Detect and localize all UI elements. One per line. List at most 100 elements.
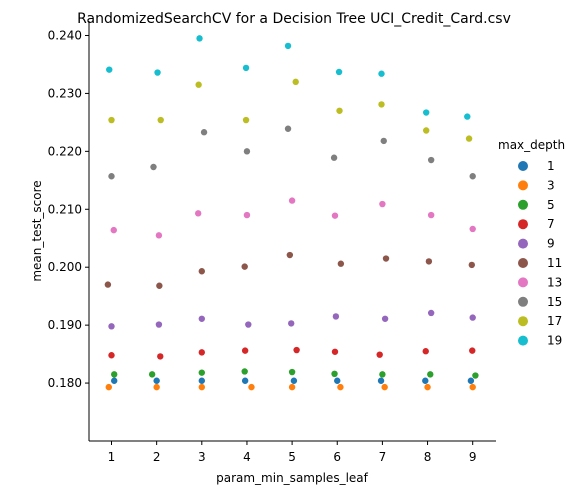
data-point-depth-17 xyxy=(157,116,164,124)
data-point-depth-17 xyxy=(108,116,115,124)
x-tick-label: 8 xyxy=(424,450,432,464)
data-point-depth-19 xyxy=(335,68,343,76)
legend-label-11: 11 xyxy=(547,256,562,270)
data-point-depth-1 xyxy=(111,377,118,384)
data-point-depth-15 xyxy=(380,137,387,145)
data-point-depth-1 xyxy=(377,377,385,384)
x-tick-label: 7 xyxy=(379,450,387,464)
data-point-depth-17 xyxy=(336,107,343,114)
data-point-depth-3 xyxy=(105,383,112,391)
data-point-depth-3 xyxy=(424,383,431,391)
data-point-depth-19 xyxy=(284,42,292,50)
data-point-depth-17 xyxy=(292,78,299,86)
legend-marker-3 xyxy=(518,180,528,191)
data-point-depth-9 xyxy=(108,323,115,330)
data-point-depth-7 xyxy=(157,353,164,360)
legend-label-7: 7 xyxy=(547,217,555,231)
data-point-depth-5 xyxy=(427,371,434,378)
x-tick-label: 9 xyxy=(469,450,477,464)
data-point-depth-15 xyxy=(284,125,292,132)
data-point-depth-17 xyxy=(195,81,202,88)
legend-marker-19 xyxy=(518,335,528,346)
x-tick-label: 3 xyxy=(198,450,206,464)
data-point-depth-13 xyxy=(243,211,251,219)
data-point-depth-19 xyxy=(242,64,250,72)
data-point-depth-3 xyxy=(198,383,205,391)
legend-label-19: 19 xyxy=(547,334,562,348)
data-point-depth-5 xyxy=(198,369,205,376)
data-point-depth-7 xyxy=(293,346,300,354)
data-point-depth-19 xyxy=(378,70,385,77)
data-point-depth-9 xyxy=(245,321,252,328)
data-point-depth-15 xyxy=(200,129,208,136)
data-point-depth-15 xyxy=(243,148,251,155)
x-tick-label: 5 xyxy=(288,450,296,464)
data-point-depth-19 xyxy=(154,69,161,76)
data-point-depth-7 xyxy=(469,347,476,354)
x-axis-ticks: 1 2 3 4 5 6 7 8 9 xyxy=(108,441,477,464)
data-point-depth-1 xyxy=(241,377,249,384)
plot-area xyxy=(104,35,479,391)
chart-title: RandomizedSearchCV for a Decision Tree U… xyxy=(77,11,511,27)
data-point-depth-1 xyxy=(334,377,341,384)
data-point-depth-1 xyxy=(198,377,205,384)
data-point-depth-9 xyxy=(332,313,340,320)
data-point-depth-17 xyxy=(423,127,430,134)
data-point-depth-5 xyxy=(379,371,386,378)
x-tick-label: 4 xyxy=(243,450,251,464)
data-point-depth-9 xyxy=(288,320,295,327)
data-point-depth-11 xyxy=(198,268,205,275)
data-point-depth-3 xyxy=(288,383,296,391)
data-point-depth-19 xyxy=(423,109,430,116)
data-point-depth-15 xyxy=(469,173,476,180)
data-point-depth-13 xyxy=(427,211,435,219)
data-point-depth-13 xyxy=(331,212,339,219)
data-point-depth-17 xyxy=(465,135,473,142)
data-point-depth-7 xyxy=(422,348,429,355)
y-axis-ticks: 0.180 0.190 0.200 0.210 0.220 0.230 0.240 xyxy=(48,28,89,390)
data-point-depth-11 xyxy=(286,251,294,259)
data-point-depth-7 xyxy=(241,347,249,354)
data-point-depth-3 xyxy=(337,383,344,391)
legend-marker-15 xyxy=(518,296,528,307)
y-tick-label: 0.180 xyxy=(48,376,82,390)
legend-label-13: 13 xyxy=(547,275,562,289)
data-point-depth-15 xyxy=(427,156,435,164)
data-point-depth-19 xyxy=(196,35,203,42)
data-point-depth-11 xyxy=(382,255,390,262)
data-point-depth-9 xyxy=(427,309,435,317)
data-point-depth-17 xyxy=(378,101,385,108)
data-point-depth-19 xyxy=(106,66,113,73)
y-tick-label: 0.200 xyxy=(48,260,82,274)
legend-label-1: 1 xyxy=(547,159,555,173)
legend-label-17: 17 xyxy=(547,314,562,328)
y-tick-label: 0.230 xyxy=(48,86,82,100)
data-point-depth-19 xyxy=(464,113,471,120)
x-tick-label: 1 xyxy=(108,450,116,464)
data-point-depth-11 xyxy=(156,282,163,289)
legend-label-15: 15 xyxy=(547,295,562,309)
data-point-depth-9 xyxy=(469,314,476,321)
legend-label-5: 5 xyxy=(547,198,555,212)
data-point-depth-7 xyxy=(108,352,115,359)
y-tick-label: 0.220 xyxy=(48,144,82,158)
legend-marker-1 xyxy=(518,161,528,171)
data-point-depth-15 xyxy=(108,173,115,180)
data-point-depth-15 xyxy=(330,154,338,161)
data-point-depth-13 xyxy=(469,225,476,233)
data-point-depth-5 xyxy=(288,368,296,376)
x-axis-label: param_min_samples_leaf xyxy=(216,471,369,485)
data-point-depth-11 xyxy=(337,260,345,267)
data-point-depth-11 xyxy=(104,281,112,288)
y-tick-label: 0.210 xyxy=(48,202,82,216)
legend-title: max_depth xyxy=(498,138,565,152)
data-point-depth-5 xyxy=(331,370,338,377)
data-point-depth-9 xyxy=(155,321,163,328)
data-point-depth-13 xyxy=(110,226,117,234)
data-point-depth-5 xyxy=(241,368,248,375)
legend-marker-5 xyxy=(518,199,528,210)
data-point-depth-5 xyxy=(472,372,479,379)
data-point-depth-9 xyxy=(381,315,389,322)
y-axis-label: mean_test_score xyxy=(30,180,44,281)
legend-marker-11 xyxy=(518,258,528,268)
